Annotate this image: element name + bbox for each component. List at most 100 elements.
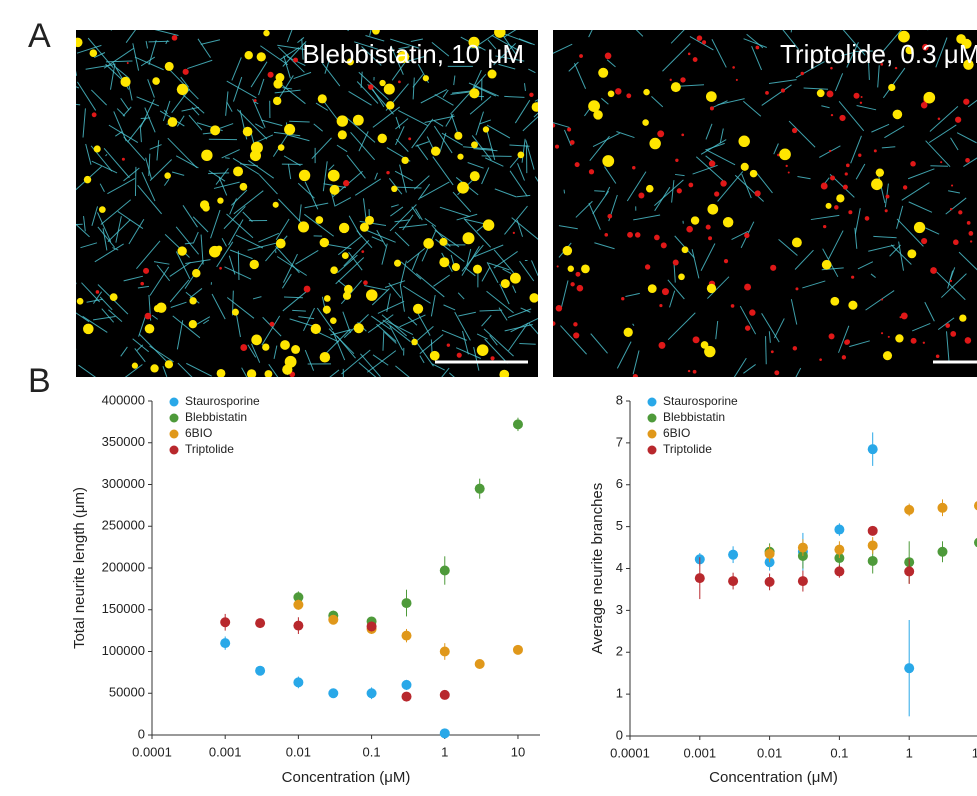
cell-body [168,117,178,127]
y-tick-label: 350000 [102,434,145,449]
cell-body [488,70,497,79]
cell-body [598,68,608,78]
red-spot [693,57,698,62]
cell-body [83,324,94,335]
y-tick-label: 200000 [102,559,145,574]
cell-body [822,260,832,270]
cell-body [826,203,832,209]
cell-body [338,130,347,139]
data-point [440,728,450,738]
red-spot [557,265,559,267]
cell-body [741,163,749,171]
cell-body [273,97,281,105]
red-spot [605,53,612,60]
red-spot [845,339,850,344]
cell-body [165,62,174,71]
cell-body [323,306,331,314]
red-spot [888,336,890,338]
cell-body [342,252,349,259]
cell-body [217,197,223,203]
red-spot [781,88,785,92]
cell-body [431,147,440,156]
cell-body [165,360,173,368]
cell-body [232,309,239,316]
cell-body [848,301,857,310]
y-tick-label: 4 [616,560,623,575]
neurite [149,41,170,42]
red-spot [570,282,574,286]
red-spot [771,350,774,353]
cell-body [454,132,462,140]
cell-body [240,183,248,191]
cell-body [273,202,279,208]
y-tick-label: 1 [616,686,623,701]
red-spot [951,184,953,186]
cell-body [643,89,649,95]
cell-body [588,100,600,112]
cell-body [251,335,262,346]
cell-body [608,90,615,97]
red-spot [398,80,401,83]
data-point [513,645,523,655]
data-point [695,573,705,583]
neurite [238,251,239,280]
red-spot [774,370,779,375]
image-label: Triptolide, 0.3 μM [780,39,977,69]
cell-body [750,170,758,178]
red-spot [626,93,631,98]
cell-body [624,328,633,337]
red-spot [706,225,711,230]
red-spot [140,282,144,286]
cell-body [646,185,654,193]
red-spot [293,58,298,63]
data-point [402,692,412,702]
red-spot [834,205,839,210]
data-point [328,615,338,625]
cell-body [276,239,286,249]
data-point [937,547,947,557]
cell-body [278,144,285,151]
cell-body [282,365,292,375]
cell-body [517,152,524,159]
legend-marker [648,414,657,423]
red-spot [843,185,848,190]
legend-marker [648,446,657,455]
cell-body [280,340,290,350]
x-tick-label: 0.1 [830,745,848,760]
data-point [904,566,914,576]
cell-body [379,80,385,86]
cell-body [354,323,364,333]
red-spot [950,331,956,337]
neurite [70,47,76,76]
red-spot [688,183,693,188]
y-tick-label: 150000 [102,601,145,616]
image-label: Blebbistatin, 10 μM [302,39,524,69]
red-spot [681,133,684,136]
x-tick-label: 0.001 [209,744,242,759]
cell-body [483,126,489,132]
y-tick-label: 250000 [102,518,145,533]
data-point [440,690,450,700]
red-spot [732,66,735,69]
cell-body [262,343,269,350]
red-spot [881,332,883,334]
red-spot [386,171,389,174]
cell-body [298,221,309,232]
red-spot [749,309,755,315]
x-tick-label: 0.0001 [132,744,172,759]
red-spot [621,297,624,300]
red-spot [183,69,189,75]
neurite [63,332,76,349]
cell-body [391,186,397,192]
red-spot [921,238,927,244]
red-spot [677,188,682,193]
red-spot [529,93,533,97]
cell-body [265,370,273,378]
cell-body [320,238,329,247]
cell-body [648,284,657,293]
cell-body [473,265,482,274]
red-spot [654,235,660,241]
cell-body [315,216,323,224]
cell-body [893,110,903,120]
